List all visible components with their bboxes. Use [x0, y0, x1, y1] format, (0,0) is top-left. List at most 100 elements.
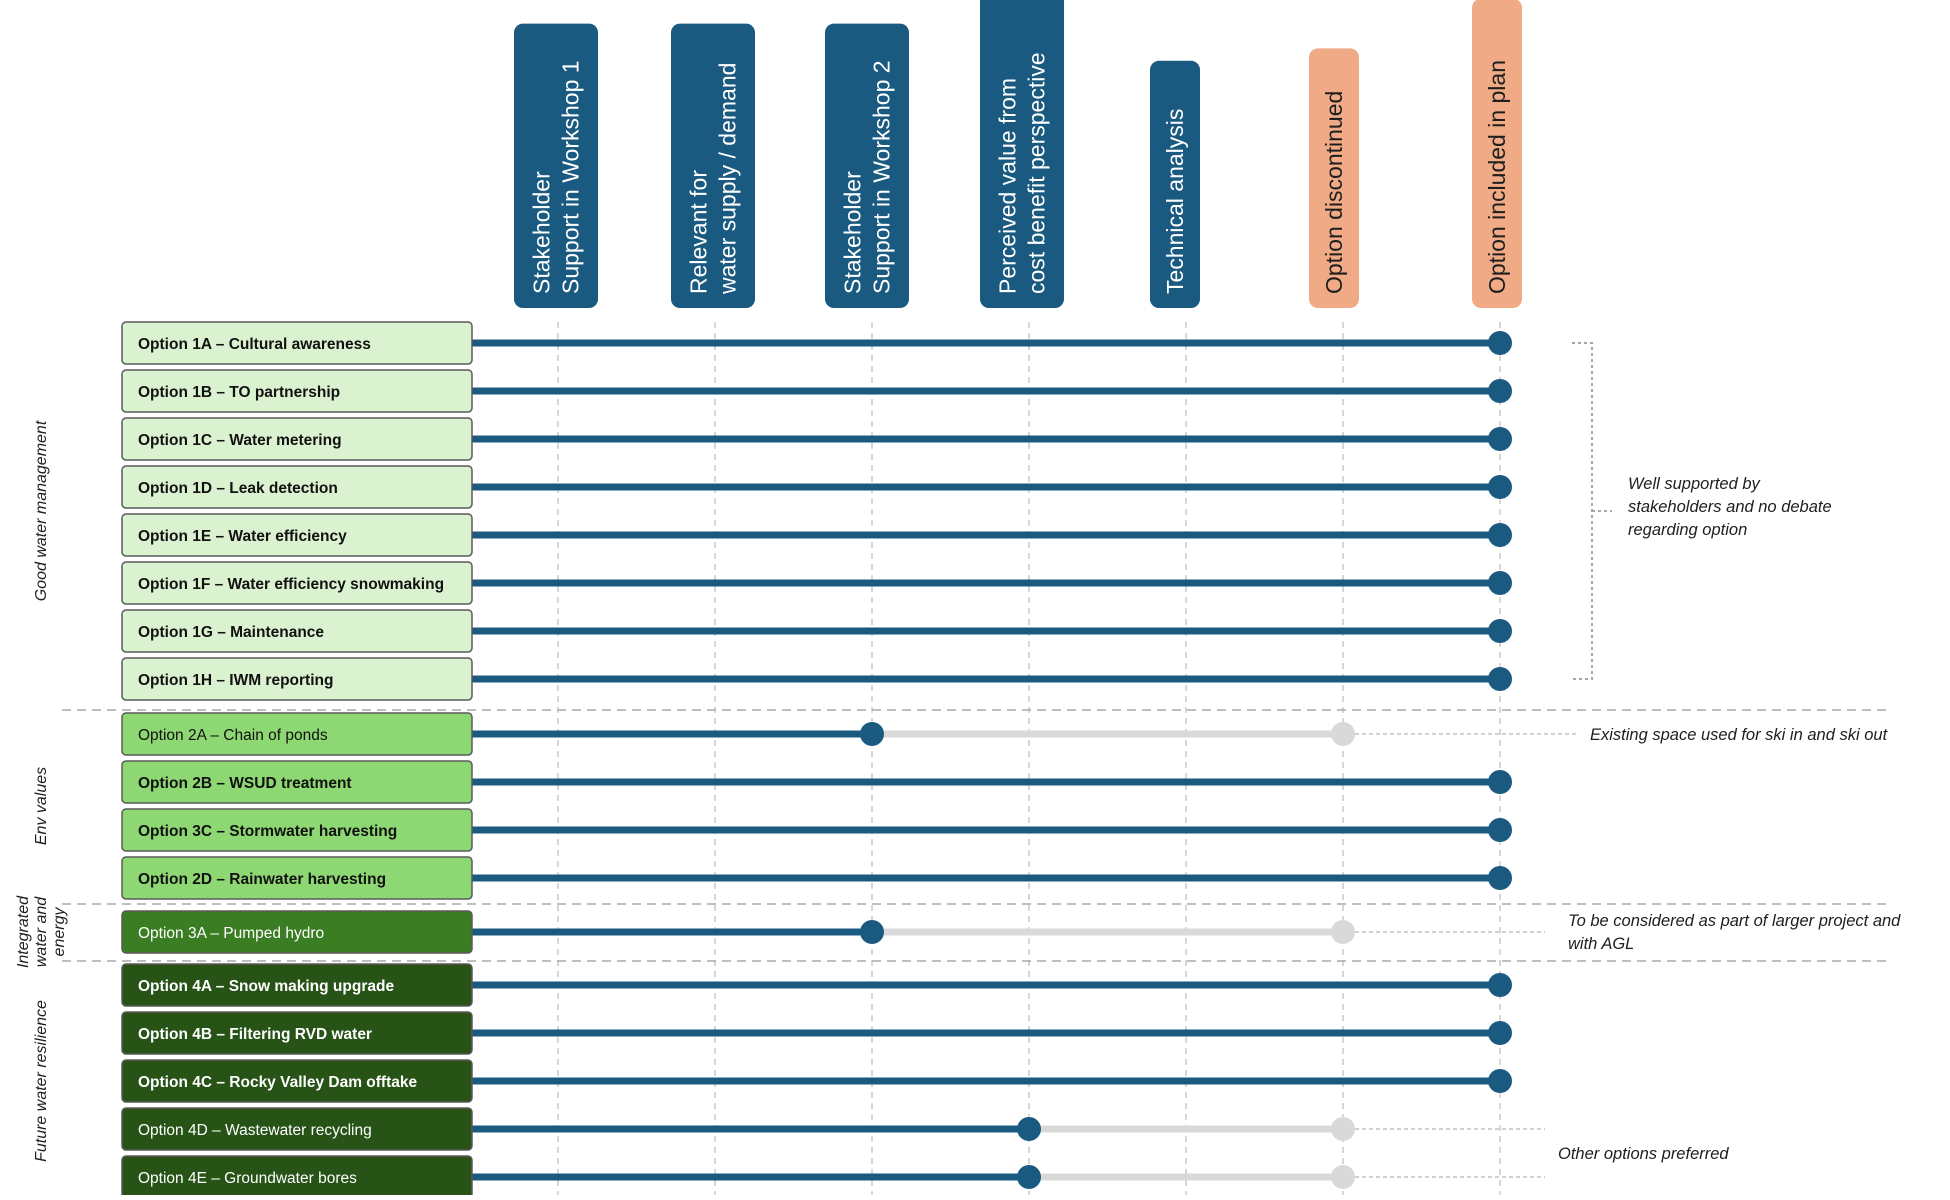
- option-row-option-4d: Option 4D – Wastewater recycling: [121, 1107, 1355, 1151]
- included-marker: [1488, 1069, 1512, 1093]
- stage-header-line: Perceived value from: [995, 78, 1021, 294]
- stage-header-line: cost benefit perspective: [1024, 52, 1050, 294]
- annotation-line: Other options preferred: [1558, 1145, 1729, 1163]
- annotation-4: Other options preferred: [1355, 1128, 1729, 1178]
- stop-marker: [1017, 1117, 1041, 1141]
- annotation-line: Existing space used for ski in and ski o…: [1590, 726, 1889, 744]
- option-label: Option 1H – IWM reporting: [138, 672, 333, 689]
- stage-header-line: water supply / demand: [715, 63, 741, 295]
- stage-header-7: Option included in plan: [1472, 0, 1522, 308]
- option-row-option-4e: Option 4E – Groundwater bores: [121, 1155, 1355, 1199]
- stage-header-box: [1309, 48, 1359, 309]
- option-label: Option 3A – Pumped hydro: [138, 925, 324, 942]
- included-marker: [1488, 1021, 1512, 1045]
- group-label-line: Integrated: [15, 895, 32, 968]
- stage-header-line: Support in Workshop 2: [869, 60, 895, 294]
- option-row-option-4b: Option 4B – Filtering RVD water: [121, 1011, 1512, 1055]
- option-label: Option 2A – Chain of ponds: [138, 727, 328, 744]
- included-marker: [1488, 973, 1512, 997]
- annotation-line: with AGL: [1568, 935, 1634, 953]
- option-row-option-1d: Option 1D – Leak detection: [121, 465, 1512, 509]
- annotation-text: Other options preferred: [1558, 1145, 1729, 1163]
- stage-header-box: [1472, 0, 1522, 308]
- stage-header-1: Stakeholder Support in Workshop 1: [514, 23, 598, 308]
- bracket: [1572, 342, 1593, 680]
- option-label: Option 4D – Wastewater recycling: [138, 1122, 372, 1139]
- stage-header-box: [1150, 60, 1200, 308]
- discontinued-marker: [1331, 1165, 1355, 1189]
- stage-header-box: [980, 0, 1064, 308]
- option-row-option-3a: Option 3A – Pumped hydro: [121, 910, 1355, 954]
- included-marker: [1488, 770, 1512, 794]
- option-box: [121, 1107, 473, 1151]
- option-label: Option 3C – Stormwater harvesting: [138, 823, 397, 840]
- stage-header-line: Stakeholder: [840, 171, 866, 294]
- option-label: Option 4C – Rocky Valley Dam offtake: [138, 1074, 417, 1091]
- stage-header-label: Option discontinued: [1321, 91, 1347, 294]
- annotation-line: regarding option: [1628, 521, 1747, 539]
- option-box: [121, 561, 473, 605]
- included-marker: [1488, 475, 1512, 499]
- option-box: [121, 963, 473, 1007]
- included-marker: [1488, 866, 1512, 890]
- option-box: [121, 657, 473, 701]
- option-row-option-1c: Option 1C – Water metering: [121, 417, 1512, 461]
- stage-header-line: Option included in plan: [1484, 60, 1510, 294]
- option-label: Option 4A – Snow making upgrade: [138, 978, 394, 995]
- option-row-option-2b: Option 2B – WSUD treatment: [121, 760, 1512, 804]
- included-marker: [1488, 379, 1512, 403]
- stop-marker: [860, 722, 884, 746]
- stage-header-4: Perceived value from cost benefit perspec…: [980, 0, 1064, 308]
- discontinued-marker: [1331, 1117, 1355, 1141]
- annotation-line: Well supported by: [1628, 475, 1762, 493]
- option-label: Option 1C – Water metering: [138, 432, 342, 449]
- stage-header-3: Stakeholder Support in Workshop 2: [825, 23, 909, 308]
- option-row-option-1e: Option 1E – Water efficiency: [121, 513, 1512, 557]
- discontinued-marker: [1331, 920, 1355, 944]
- option-label: Option 4E – Groundwater bores: [138, 1170, 357, 1187]
- option-row-option-1f: Option 1F – Water efficiency snowmaking: [121, 561, 1512, 605]
- stage-header-line: Technical analysis: [1162, 109, 1188, 294]
- group-label-3: Integrated water and energy: [15, 895, 68, 968]
- annotation-line: To be considered as part of larger proje…: [1568, 912, 1901, 930]
- included-marker: [1488, 427, 1512, 451]
- stage-header-line: Support in Workshop 1: [558, 60, 584, 294]
- included-marker: [1488, 619, 1512, 643]
- group-label-4: Future water resilience: [33, 1000, 50, 1162]
- annotation-line: stakeholders and no debate: [1628, 498, 1832, 516]
- option-row-option-1a: Option 1A – Cultural awareness: [121, 321, 1512, 365]
- stage-header-box: [825, 23, 909, 308]
- annotation-text: Existing space used for ski in and ski o…: [1590, 726, 1889, 744]
- option-box: [121, 417, 473, 461]
- option-row-option-4a: Option 4A – Snow making upgrade: [121, 963, 1512, 1007]
- option-row-option-2a: Option 2A – Chain of ponds: [121, 712, 1355, 756]
- included-marker: [1488, 331, 1512, 355]
- option-row-option-4c: Option 4C – Rocky Valley Dam offtake: [121, 1059, 1512, 1103]
- option-box: [121, 910, 473, 954]
- stage-header-line: Stakeholder: [529, 171, 555, 294]
- stage-header-label: Stakeholder Support in Workshop 1: [529, 60, 584, 294]
- group-label-2: Env values: [33, 767, 50, 845]
- option-box: [121, 465, 473, 509]
- option-label: Option 1F – Water efficiency snowmaking: [138, 576, 444, 593]
- option-label: Option 1B – TO partnership: [138, 384, 340, 401]
- option-label: Option 1D – Leak detection: [138, 480, 338, 497]
- stage-header-label: Option included in plan: [1484, 60, 1510, 294]
- option-box: [121, 513, 473, 557]
- option-label: Option 1G – Maintenance: [138, 624, 324, 641]
- stage-header-6: Option discontinued: [1309, 48, 1359, 309]
- option-row-option-1b: Option 1B – TO partnership: [121, 369, 1512, 413]
- group-label-line: energy: [51, 907, 68, 957]
- stop-marker: [860, 920, 884, 944]
- discontinued-marker: [1331, 722, 1355, 746]
- group-label-line: Env values: [33, 767, 50, 845]
- annotation-2: Existing space used for ski in and ski o…: [1355, 726, 1889, 744]
- stage-header-line: Option discontinued: [1321, 91, 1347, 294]
- included-marker: [1488, 571, 1512, 595]
- option-label: Option 4B – Filtering RVD water: [138, 1026, 372, 1043]
- option-box: [121, 760, 473, 804]
- group-label-line: Good water management: [33, 420, 50, 601]
- included-marker: [1488, 523, 1512, 547]
